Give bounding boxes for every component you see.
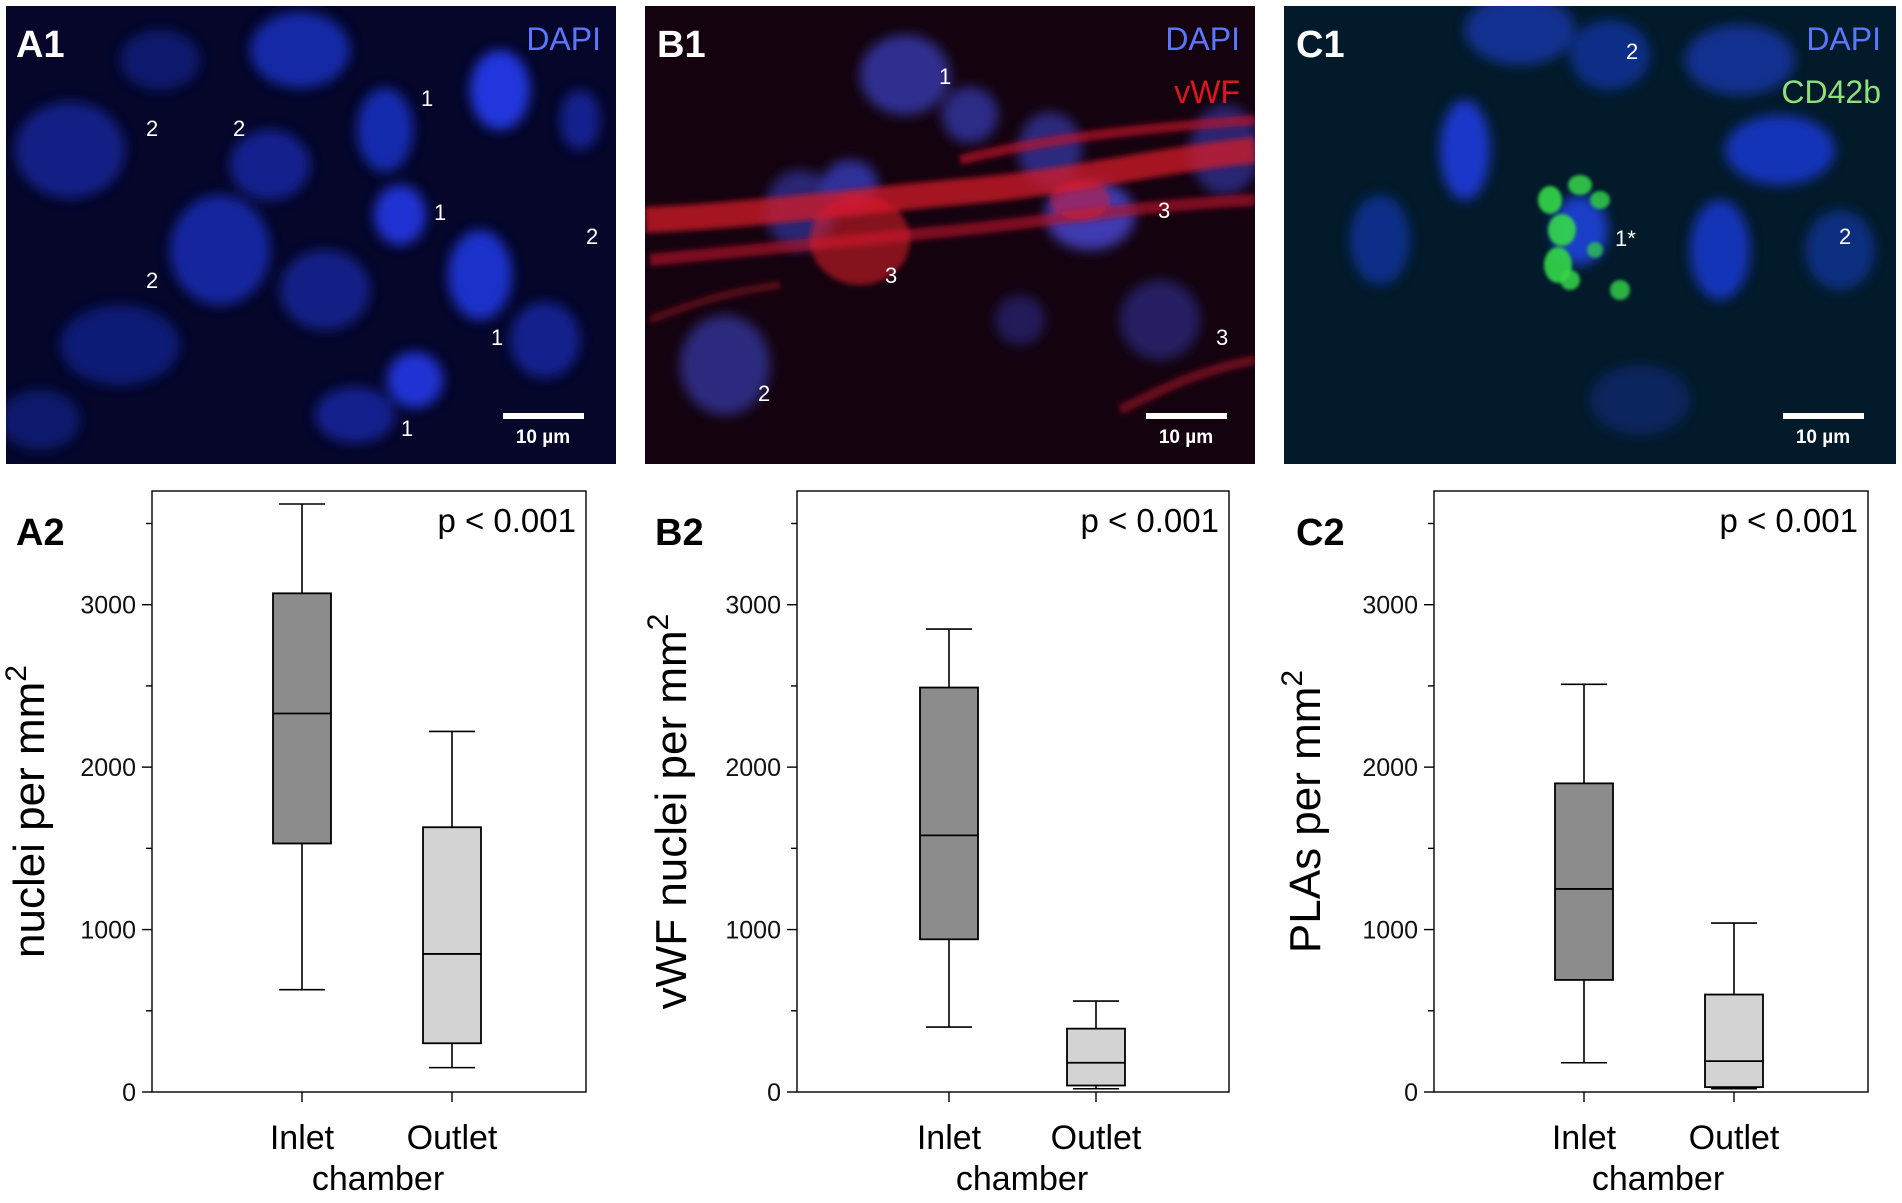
box-outlet (1066, 1000, 1126, 1090)
micrograph-c1-annotations: 2 1* 2 (1615, 39, 1851, 251)
x-category-label: Outlet (1051, 1119, 1142, 1157)
y-axis-title-text: vWF nuclei per mm (647, 630, 696, 1009)
y-axis-title-superscript: 2 (642, 614, 675, 631)
y-tick-label: 0 (767, 1079, 781, 1107)
scale-bar-label: 10 µm (516, 427, 570, 448)
p-value-annotation: p < 0.001 (1719, 502, 1858, 539)
y-tick-label: 1000 (1362, 917, 1418, 945)
scale-bar-label: 10 µm (1796, 427, 1850, 448)
y-tick-label: 3000 (725, 592, 781, 620)
box-outlet (422, 730, 482, 1069)
chart-panel-label: B2 (655, 512, 704, 554)
micrograph-a1-nuclei (6, 12, 600, 450)
plot-frame (796, 490, 1230, 1093)
micrograph-c1-cd42b-signal (1538, 175, 1630, 300)
scale-bar (503, 413, 584, 419)
y-tick-label: 2000 (725, 754, 781, 782)
nucleus-annotation: 2 (146, 268, 158, 293)
interquartile-box (422, 826, 482, 1045)
micrograph-c1-label: C1 (1296, 24, 1345, 66)
interquartile-box (1704, 993, 1764, 1089)
x-axis-title: chamber (956, 1160, 1088, 1198)
box-inlet (272, 503, 332, 991)
x-category-label: Outlet (407, 1119, 498, 1157)
interquartile-box (1066, 1027, 1126, 1087)
y-tick-label: 3000 (1362, 592, 1418, 620)
nucleus-annotation: 2 (233, 116, 245, 141)
micrograph-b1-label: B1 (657, 24, 706, 66)
micrograph-b1: B1 DAPI vWF 1 3 3 3 2 10 µm (645, 6, 1255, 464)
micrograph-c1: C1 DAPI CD42b 2 1* 2 10 µm (1284, 6, 1896, 464)
micrograph-b1-stain-dapi: DAPI (1165, 21, 1240, 57)
x-axis-title: chamber (1592, 1160, 1724, 1198)
y-axis-title-text: nuclei per mm (5, 682, 54, 958)
y-tick-label: 1000 (80, 917, 136, 945)
y-axis-title-text: PLAs per mm (1281, 687, 1330, 954)
y-axis-title: PLAs per mm2 (1276, 670, 1330, 953)
nucleus-annotation: 1* (1615, 226, 1636, 251)
box-outlet (1704, 922, 1764, 1090)
nucleus-annotation: 1 (434, 200, 446, 225)
box-inlet (1554, 683, 1614, 1064)
y-tick-label: 0 (122, 1079, 136, 1107)
y-tick-label: 2000 (1362, 754, 1418, 782)
nucleus-annotation: 3 (1216, 325, 1228, 350)
x-category-label: Outlet (1689, 1119, 1780, 1157)
plot-frame (151, 490, 587, 1093)
y-axis-title-superscript: 2 (1276, 670, 1309, 687)
scale-bar (1146, 413, 1227, 419)
y-tick-label: 3000 (80, 592, 136, 620)
interquartile-box (1554, 782, 1614, 981)
micrograph-b1-annotations: 1 3 3 3 2 (758, 64, 1228, 406)
micrograph-a1: A1 DAPI 2 2 1 1 2 2 1 1 10 µm (6, 6, 616, 464)
scale-bar-label: 10 µm (1159, 427, 1213, 448)
nucleus-annotation: 1 (491, 325, 503, 350)
nucleus-annotation: 3 (885, 263, 897, 288)
y-axis-title: vWF nuclei per mm2 (642, 614, 696, 1010)
micrograph-a1-stain-dapi: DAPI (526, 21, 601, 57)
plot-frame (1433, 490, 1869, 1093)
y-tick-label: 2000 (80, 754, 136, 782)
y-axis-title-superscript: 2 (0, 665, 33, 682)
x-category-label: Inlet (1552, 1119, 1617, 1157)
micrograph-b1-stain-vwf: vWF (1174, 74, 1240, 110)
nucleus-annotation: 1 (401, 416, 413, 441)
nucleus-annotation: 1 (939, 64, 951, 89)
nucleus-annotation: 2 (758, 381, 770, 406)
p-value-annotation: p < 0.001 (1080, 502, 1219, 539)
nucleus-annotation: 1 (421, 86, 433, 111)
y-axis-title: nuclei per mm2 (0, 665, 54, 958)
x-axis-title: chamber (312, 1160, 444, 1198)
nucleus-annotation: 2 (1839, 224, 1851, 249)
nucleus-annotation: 3 (1158, 198, 1170, 223)
nucleus-annotation: 2 (586, 224, 598, 249)
y-tick-label: 0 (1404, 1079, 1418, 1107)
x-category-label: Inlet (917, 1119, 982, 1157)
micrograph-a1-annotations: 2 2 1 1 2 2 1 1 (146, 86, 598, 441)
chart-panel-label: A2 (16, 512, 65, 554)
nucleus-annotation: 2 (146, 116, 158, 141)
interquartile-box (272, 592, 332, 845)
chart-panel-label: C2 (1296, 512, 1345, 554)
micrograph-c1-stain-dapi: DAPI (1806, 21, 1881, 57)
p-value-annotation: p < 0.001 (437, 502, 576, 539)
micrograph-b1-vwf-signal (645, 115, 1255, 415)
y-tick-label: 1000 (725, 917, 781, 945)
box-inlet (919, 628, 979, 1028)
micrograph-a1-label: A1 (16, 24, 65, 66)
micrograph-c1-nuclei (1350, 6, 1875, 435)
scale-bar (1783, 413, 1864, 419)
nucleus-annotation: 2 (1626, 39, 1638, 64)
micrograph-c1-stain-cd42b: CD42b (1781, 74, 1881, 110)
x-category-label: Inlet (270, 1119, 335, 1157)
interquartile-box (919, 686, 979, 941)
